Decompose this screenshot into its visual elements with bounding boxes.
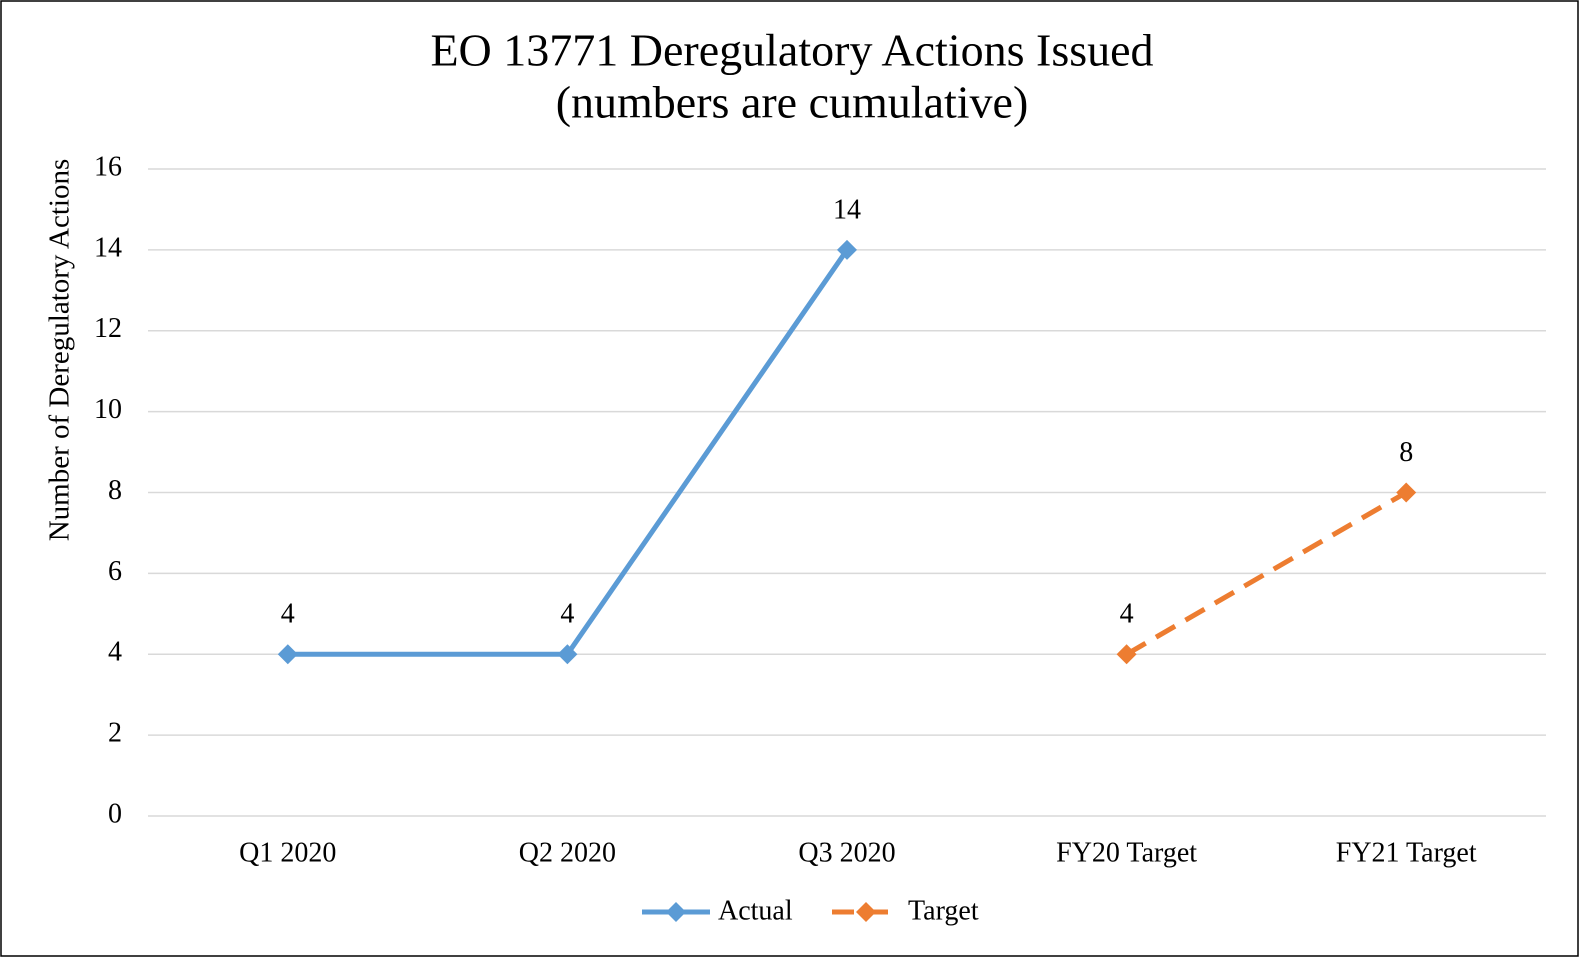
y-tick-label: 0 — [108, 798, 122, 829]
data-label: 4 — [281, 599, 295, 630]
marker — [837, 239, 857, 260]
legend-marker — [856, 902, 876, 922]
y-tick-label: 16 — [94, 151, 122, 182]
y-tick-label: 10 — [94, 394, 122, 425]
x-tick-label: FY21 Target — [1336, 837, 1477, 868]
marker — [1116, 644, 1137, 665]
series-line — [1125, 490, 1408, 657]
y-tick-label: 14 — [94, 232, 122, 263]
y-axis-label: Number of Deregulatory Actions — [44, 159, 76, 542]
x-tick-label: FY20 Target — [1056, 837, 1197, 868]
legend-marker — [666, 902, 686, 922]
legend-label: Target — [908, 895, 979, 926]
marker — [557, 644, 578, 665]
chart-title: EO 13771 Deregulatory Actions Issued — [430, 25, 1153, 76]
y-tick-label: 12 — [94, 313, 122, 344]
marker — [277, 644, 298, 665]
legend-label: Actual — [718, 895, 793, 926]
data-label: 14 — [833, 194, 861, 225]
x-tick-label: Q1 2020 — [239, 837, 336, 868]
y-tick-label: 8 — [108, 475, 122, 506]
data-label: 4 — [560, 599, 574, 630]
x-tick-label: Q3 2020 — [798, 837, 895, 868]
y-tick-label: 4 — [108, 637, 122, 668]
y-tick-label: 6 — [108, 556, 122, 587]
x-tick-label: Q2 2020 — [519, 837, 616, 868]
chart-subtitle: (numbers are cumulative) — [556, 77, 1029, 128]
y-tick-label: 2 — [108, 718, 122, 749]
data-label: 8 — [1399, 437, 1413, 468]
marker — [1396, 482, 1417, 503]
data-label: 4 — [1120, 599, 1134, 630]
